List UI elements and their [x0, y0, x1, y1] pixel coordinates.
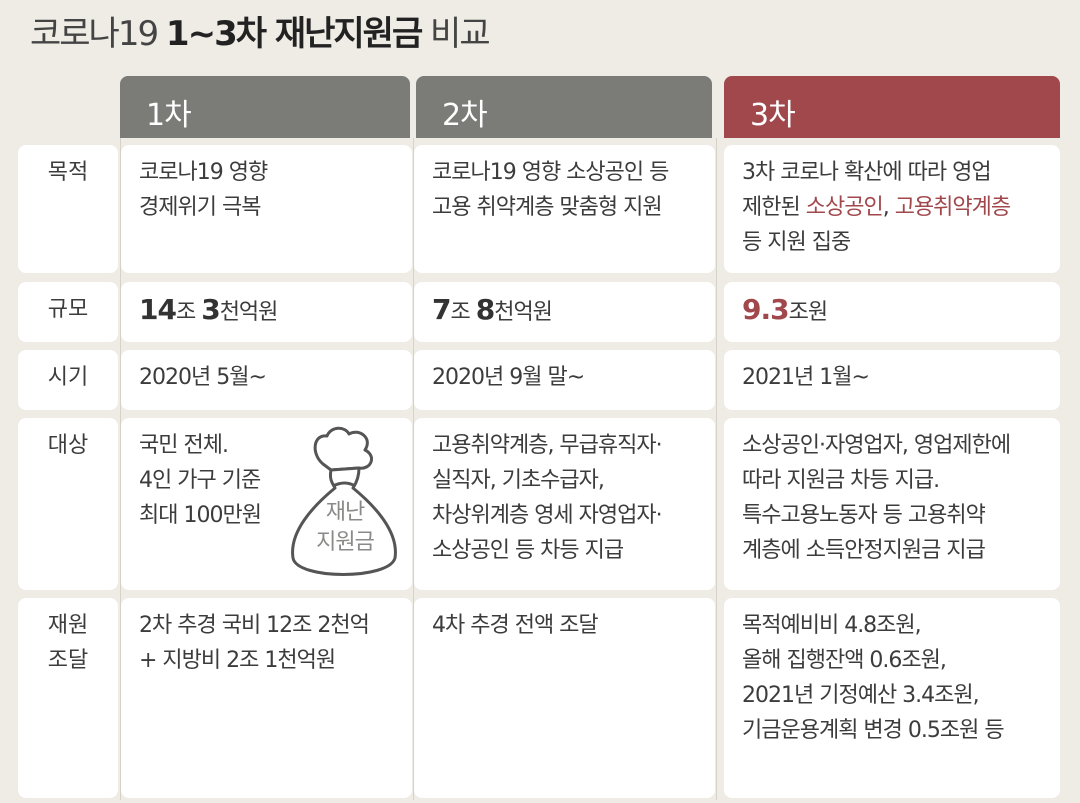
- page-title: 코로나19 1~3차 재난지원금 비교: [30, 6, 491, 55]
- divider: [716, 138, 717, 800]
- row-label-target: 대상: [18, 418, 118, 590]
- purpose-1: 코로나19 영향 경제위기 극복: [121, 145, 412, 273]
- money-bag-icon: [291, 426, 397, 576]
- scale-1: 14조 3천억원: [121, 282, 412, 342]
- row-label-purpose: 목적: [18, 145, 118, 273]
- scale-1-unit2: 천억원: [219, 300, 279, 325]
- title-suffix: 비교: [421, 14, 491, 54]
- target-3: 소상공인·자영업자, 영업제한에 따라 지원금 차등 지급. 특수고용노동자 등…: [724, 418, 1060, 590]
- scale-1-unit1: 조: [175, 300, 202, 325]
- purpose-3-sep: ,: [882, 195, 895, 220]
- divider: [120, 138, 121, 800]
- scale-2-unit2: 천억원: [494, 300, 553, 325]
- scale-1-num1: 14: [139, 293, 177, 326]
- scale-2-num1: 7: [432, 293, 452, 326]
- purpose-3-tail: 등 지원 집중: [742, 230, 851, 255]
- funding-2: 4차 추경 전액 조달: [414, 598, 715, 798]
- purpose-3-highlight-1: 소상공인: [805, 195, 884, 220]
- purpose-3-text: 3차 코로나 확산에 따라 영업 제한된: [742, 160, 992, 220]
- purpose-2: 코로나19 영향 소상공인 등 고용 취약계층 맞춤형 지원: [414, 145, 715, 273]
- target-2: 고용취약계층, 무급휴직자· 실직자, 기초수급자, 차상위계층 영세 자영업자…: [414, 418, 715, 590]
- scale-3: 9.3조원: [724, 282, 1060, 342]
- row-label-scale: 규모: [18, 282, 118, 342]
- scale-3-unit1: 조원: [788, 300, 828, 325]
- funding-3: 목적예비비 4.8조원, 올해 집행잔액 0.6조원, 2021년 기정예산 3…: [724, 598, 1060, 798]
- row-label-timing: 시기: [18, 350, 118, 410]
- funding-1: 2차 추경 국비 12조 2천억 + 지방비 2조 1천억원: [121, 598, 412, 798]
- scale-3-num1: 9.3: [742, 293, 790, 326]
- timing-2: 2020년 9월 말~: [414, 350, 715, 410]
- purpose-3-highlight-2: 고용취약계층: [894, 195, 1011, 220]
- row-label-funding: 재원 조달: [18, 598, 118, 798]
- scale-2: 7조 8천억원: [414, 282, 715, 342]
- column-header-3: 3차: [724, 76, 1060, 138]
- money-bag-label: 재난 지원금: [316, 500, 375, 555]
- scale-2-num2: 8: [475, 293, 496, 326]
- title-prefix: 코로나19: [30, 14, 166, 54]
- title-bold: 1~3차 재난지원금: [165, 14, 423, 54]
- column-header-2: 2차: [416, 76, 712, 138]
- scale-2-unit1: 조: [450, 300, 476, 325]
- column-header-1: 1차: [120, 76, 410, 138]
- timing-1: 2020년 5월~: [121, 350, 412, 410]
- divider: [413, 138, 414, 800]
- purpose-3: 3차 코로나 확산에 따라 영업 제한된 소상공인, 고용취약계층 등 지원 집…: [724, 145, 1060, 273]
- timing-3: 2021년 1월~: [724, 350, 1060, 410]
- scale-1-num2: 3: [201, 293, 221, 326]
